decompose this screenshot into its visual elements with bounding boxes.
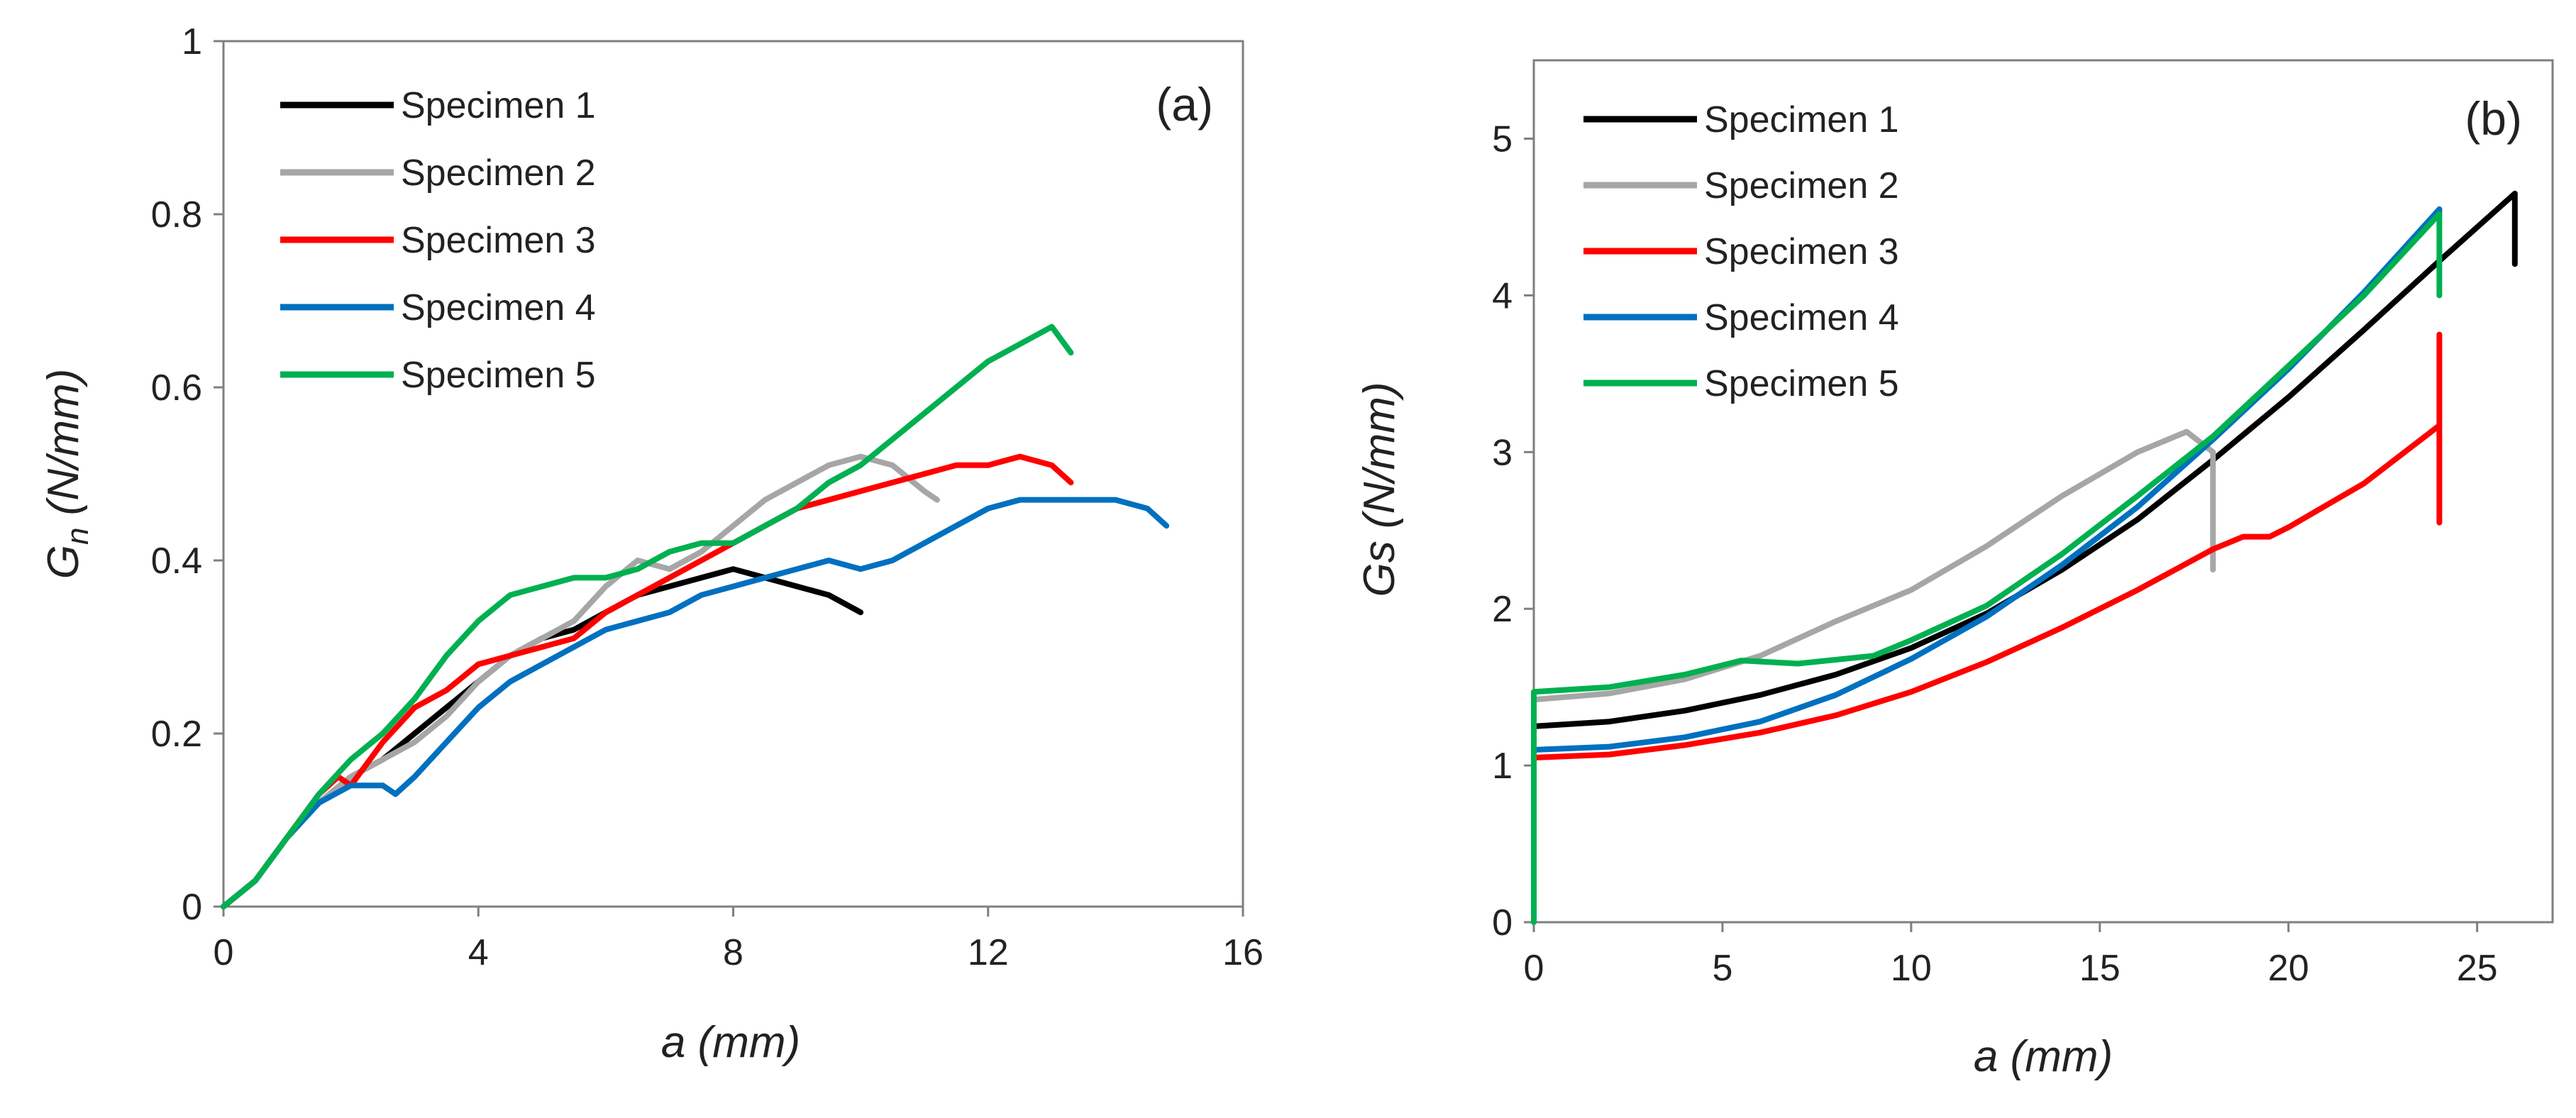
chart-panel-a: 0 4 8 12 16 0 0.2 0.4 0.6 0.8 1 Specimen 1 Specimen … <box>39 21 1264 1067</box>
chart-panel-b: 0 5 10 15 20 25 0 1 2 3 4 5 Specimen 1 Specimen 2 Spec… <box>1355 59 2554 1081</box>
series-line-specimen-1 <box>221 566 864 909</box>
x-tick-label: 16 <box>1222 932 1264 973</box>
y-tick-label: 1 <box>182 21 202 62</box>
y-tick-label: 4 <box>1492 275 1513 316</box>
series-line-specimen-3 <box>1531 331 2443 760</box>
series-line-specimen-5 <box>221 323 1074 909</box>
panel-label: (b) <box>2465 92 2522 145</box>
y-axis-label-subscript: n <box>60 528 95 545</box>
y-tick-label: 1 <box>1492 746 1513 787</box>
y-tick-label: 0.6 <box>151 367 202 409</box>
legend-entry: Specimen 3 <box>401 220 596 261</box>
legend-entry: Specimen 5 <box>1704 363 1899 404</box>
series-line-specimen-5 <box>1531 211 2443 925</box>
y-axis-label-main: G <box>39 545 88 579</box>
series-line-specimen-2 <box>1531 428 2216 703</box>
x-tick-label: 0 <box>214 932 234 973</box>
legend-entry: Specimen 2 <box>1704 165 1899 206</box>
y-tick-label: 0 <box>182 887 202 928</box>
legend-entry: Specimen 3 <box>1704 231 1899 272</box>
y-tick-label: 0 <box>1492 902 1513 943</box>
x-tick-label: 20 <box>2268 948 2309 989</box>
legend-entry: Specimen 1 <box>1704 99 1899 140</box>
series-line-specimen-3 <box>221 453 1074 909</box>
series-line-specimen-4 <box>221 497 1170 909</box>
x-tick-label: 4 <box>468 932 489 973</box>
x-tick-label: 15 <box>2079 948 2121 989</box>
x-tick-label: 8 <box>723 932 743 973</box>
legend-entry: Specimen 2 <box>401 153 596 194</box>
y-tick-label: 5 <box>1492 118 1513 160</box>
x-tick-label: 10 <box>1891 948 1932 989</box>
series-line-specimen-4 <box>1531 206 2443 753</box>
x-tick-label: 12 <box>968 932 1009 973</box>
x-tick-label: 0 <box>1524 948 1544 989</box>
y-axis-label: Gn (N/mm) <box>39 369 95 580</box>
series-line-specimen-1 <box>1531 190 2518 729</box>
legend-entry: Specimen 5 <box>401 355 596 396</box>
legend-entry: Specimen 4 <box>1704 297 1899 338</box>
x-tick-label: 5 <box>1712 948 1732 989</box>
y-tick-label: 0.4 <box>151 541 202 582</box>
panel-label: (a) <box>1156 78 1213 131</box>
y-tick-label: 3 <box>1492 432 1513 473</box>
series-line-specimen-2 <box>221 453 940 909</box>
x-axis-label: a (mm) <box>1974 1032 2113 1081</box>
x-tick-label: 25 <box>2457 948 2498 989</box>
x-axis-label: a (mm) <box>661 1018 800 1067</box>
y-tick-label: 0.2 <box>151 714 202 755</box>
legend-entry: Specimen 1 <box>401 85 596 126</box>
y-tick-label: 0.8 <box>151 194 202 236</box>
y-tick-label: 2 <box>1492 589 1513 630</box>
legend-entry: Specimen 4 <box>401 287 596 328</box>
y-axis-label-units: (N/mm) <box>39 369 88 528</box>
plot-frame <box>1532 59 2554 924</box>
y-axis-label: Gs (N/mm) <box>1355 382 1404 597</box>
